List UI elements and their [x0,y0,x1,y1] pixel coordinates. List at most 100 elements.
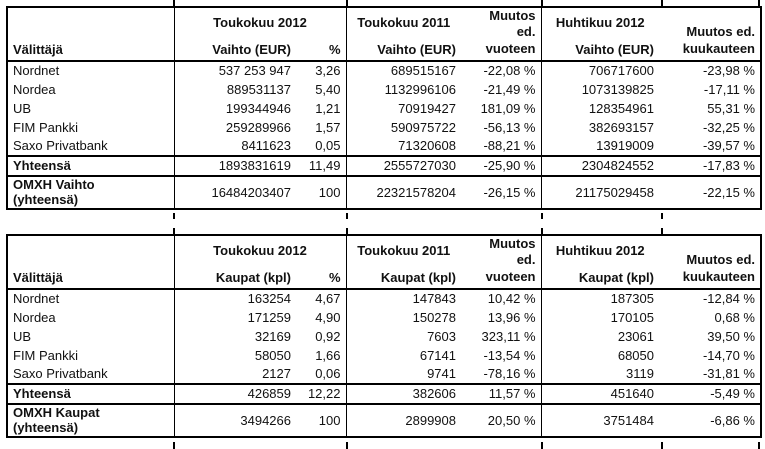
change-cell: -39,57 % [702,138,755,154]
change-prev-year-header-text: Muutos ed. vuoteen [485,236,536,284]
percent-cell: 1,57 [296,117,347,137]
omxh-total-row: OMXH Kaupat (yhteensä) 3494266 100 28999… [7,402,761,437]
percent-cell: 0,05 [296,136,347,156]
value-column-header: Vaihto (EUR) [541,36,659,62]
change-prev-year-header: Muutos ed. vuoteen [461,235,542,290]
change-cell: 20,50 % [461,402,542,437]
change-cell: -25,90 % [461,154,542,176]
grid-tick [173,442,175,449]
percent-cell: 1,21 [296,98,347,118]
change-cell: -26,15 % [461,174,542,209]
value-column-header: Kaupat (kpl) [174,264,296,290]
change-cell: -6,86 % [659,402,761,437]
value-cell: 3119 [626,366,654,382]
change-cell: -21,49 % [461,79,542,99]
value-cell: 147843 [412,291,456,307]
broker-row: Saxo Privatbank 2127 0,06 9741 -78,16 % … [7,364,761,384]
change-cell: 11,57 % [461,382,542,404]
grid-tick [173,0,175,6]
grid-tick [173,228,175,234]
value-cell: 171259 [247,309,291,325]
broker-row: Saxo Privatbank 8411623 0,05 71320608 -8… [7,136,761,156]
value-cell: 13919009 [596,138,654,154]
value-cell: 2127 [262,366,291,382]
percent-cell: 100 [296,402,347,437]
value-cell: 426859 [174,382,296,404]
value-column-header: Vaihto (EUR) [346,36,461,62]
change-cell: -13,54 % [461,345,542,365]
grid-tick [346,0,348,6]
value-cell: 689515167 [390,63,456,79]
value-column-header: Kaupat (kpl) [541,264,659,290]
trades-table: Välittäjä Toukokuu 2012 Toukokuu 2011 Mu… [6,234,762,438]
grid-tick [541,228,543,234]
grid-tick [541,0,543,6]
change-prev-year-header-text: Muutos ed. vuoteen [485,8,536,56]
value-column-header: Kaupat (kpl) [346,264,461,290]
change-cell: -88,21 % [461,136,542,156]
value-cell: 382606 [346,382,461,404]
change-cell: 10,42 % [461,288,542,308]
grid-tick [346,442,348,449]
change-cell: -12,84 % [702,291,755,307]
change-cell: -56,13 % [461,117,542,137]
change-cell: 55,31 % [707,100,755,116]
value-cell: 170105 [610,309,654,325]
period-group-header-prev-year: Toukokuu 2011 [357,242,451,258]
change-cell: -78,16 % [461,364,542,384]
percent-cell: 0,92 [296,326,347,346]
grid-tick [541,213,543,219]
percent-cell: 4,67 [296,288,347,308]
grid-tick [173,213,175,219]
broker-row: FIM Pankki 259289966 1,57 590975722 -56,… [7,117,761,137]
change-prev-year-header: Muutos ed. vuoteen [461,7,542,62]
value-cell: 8411623 [241,138,291,154]
change-cell: -22,08 % [461,60,542,80]
change-cell: 13,96 % [461,307,542,327]
change-cell: -17,83 % [659,154,761,176]
percent-cell: 1,66 [296,345,347,365]
broker-name-cell: Nordnet [7,60,175,80]
grid-tick [758,442,760,449]
broker-column-header: Välittäjä [7,235,175,290]
broker-name-cell: UB [7,98,175,118]
value-cell: 3751484 [541,402,659,437]
broker-name-cell: Nordnet [7,288,175,308]
change-cell: -14,70 % [702,347,755,363]
value-cell: 451640 [541,382,659,404]
omxh-label-text: OMXH Kaupat (yhteensä) [13,404,100,436]
broker-row: Nordnet 163254 4,67 147843 10,42 % 18730… [7,288,761,308]
change-cell: 0,68 % [714,309,755,325]
value-cell: 537 253 947 [218,63,291,79]
value-cell: 259289966 [225,119,291,135]
broker-row: UB 199344946 1,21 70919427 181,09 % 1283… [7,98,761,118]
period-group-header-prev-year: Toukokuu 2011 [357,14,451,30]
total-row: Yhteensä 426859 12,22 382606 11,57 % 451… [7,382,761,404]
broker-row: Nordea 171259 4,90 150278 13,96 % 170105… [7,307,761,327]
value-cell: 150278 [412,309,456,325]
value-cell: 1132996106 [384,81,456,97]
value-cell: 22321578204 [346,174,461,209]
broker-name-cell: Saxo Privatbank [7,136,175,156]
table-header-row: Kaupat (kpl) % Kaupat (kpl) Kaupat (kpl) [7,264,761,290]
broker-row: FIM Pankki 58050 1,66 67141 -13,54 % 680… [7,345,761,365]
change-cell: 323,11 % [461,326,542,346]
broker-name-cell: UB [7,326,175,346]
table-header-group-row: Välittäjä Toukokuu 2012 Toukokuu 2011 Mu… [7,235,761,290]
change-cell: 181,09 % [461,98,542,118]
percent-cell: 5,40 [296,79,347,99]
broker-row: Nordnet 537 253 947 3,26 689515167 -22,0… [7,60,761,80]
broker-row: Nordea 889531137 5,40 1132996106 -21,49 … [7,79,761,99]
value-cell: 590975722 [390,119,456,135]
value-cell: 2899908 [346,402,461,437]
period-group-header-current: Toukokuu 2012 [174,235,347,265]
broker-name-cell: FIM Pankki [7,345,175,365]
value-cell: 382693157 [588,119,654,135]
period-group-header-current: Toukokuu 2012 [174,7,347,37]
value-cell: 32169 [254,328,291,344]
value-cell: 187305 [610,291,654,307]
percent-cell: 3,26 [296,60,347,80]
value-cell: 2555727030 [346,154,461,176]
change-prev-month-header: Muutos ed. kuukauteen [659,235,761,290]
percent-cell: 100 [296,174,347,209]
